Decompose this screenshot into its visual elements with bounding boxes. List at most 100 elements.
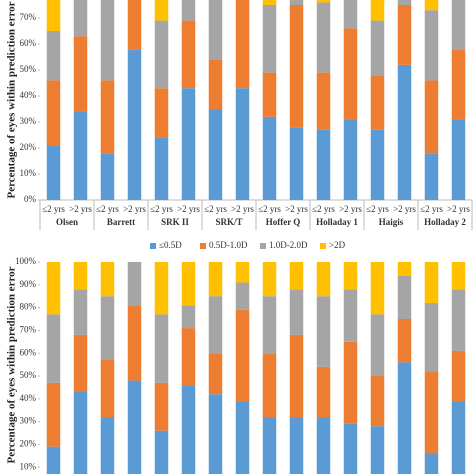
legend-swatch [260, 243, 266, 249]
y-tick-label: 30% [20, 116, 37, 126]
bar-segment [73, 262, 88, 290]
bar-segment [208, 0, 223, 60]
bar-segment [235, 262, 250, 283]
bar-segment [370, 262, 385, 315]
bar-segment [343, 341, 358, 424]
bar-segment [343, 262, 358, 290]
bar-segment [46, 31, 61, 81]
y-tick-label: 50% [20, 370, 37, 380]
bar-segment [262, 353, 277, 418]
x-tick-label: ≤2 yrs [312, 204, 335, 214]
bar-segment [181, 305, 196, 329]
bar-segment [262, 262, 277, 297]
bar-segment [370, 0, 385, 21]
bar-segment [316, 129, 331, 200]
bar-segment [343, 119, 358, 200]
x-tick-label: ≤2 yrs [258, 204, 281, 214]
x-tick-label: >2 yrs [231, 204, 254, 214]
bar-segment [235, 401, 250, 474]
bar-segment [73, 111, 88, 200]
bar-segment [262, 72, 277, 117]
bar-segment [424, 153, 439, 200]
bar-segment [316, 262, 331, 297]
legend-swatch [320, 243, 326, 249]
y-tick-label: 50% [20, 64, 37, 74]
bar-segment [316, 296, 331, 367]
group-label: Barrett [107, 217, 135, 227]
bar-segment [46, 80, 61, 146]
bar-segment [100, 262, 115, 297]
y-tick-label: 60% [20, 347, 37, 357]
legend-label: 1.0D-2.0D [269, 240, 308, 250]
bar-segment [181, 0, 196, 21]
x-tick-label: ≤2 yrs [366, 204, 389, 214]
bar-segment [451, 262, 466, 290]
bar-segment [289, 417, 304, 474]
bar-segment [424, 262, 439, 304]
bar-segment [262, 0, 277, 5]
y-tick-label: 70% [20, 12, 37, 22]
bar-segment [262, 5, 277, 73]
bar-segment [343, 28, 358, 120]
bar-segment [289, 289, 304, 335]
bar-segment [73, 391, 88, 474]
group-label: Holladay 1 [316, 217, 358, 227]
bar-segment [154, 0, 169, 21]
bar-segment [235, 0, 250, 89]
y-tick-label: 40% [20, 393, 37, 403]
bar-segment [100, 80, 115, 154]
bar-segment [289, 334, 304, 418]
legend-label: 0.5D-1.0D [209, 240, 248, 250]
x-tick-label: ≤2 yrs [420, 204, 443, 214]
bar-segment [370, 426, 385, 474]
y-tick-label: 10% [20, 461, 37, 471]
y-tick-label: 70% [20, 324, 37, 334]
bar-segment [316, 2, 331, 73]
x-tick-label: >2 yrs [447, 204, 470, 214]
x-tick-label: ≤2 yrs [204, 204, 227, 214]
bar-segment [370, 20, 385, 76]
bar-segment [451, 401, 466, 474]
bar-segment [154, 137, 169, 200]
group-label: SRK/T [215, 217, 242, 227]
bar-segment [397, 5, 412, 65]
bar-segment [181, 88, 196, 200]
bar-segment [370, 75, 385, 130]
bar-segment [154, 314, 169, 383]
bar-segment [154, 262, 169, 315]
y-tick-label: 20% [20, 438, 37, 448]
bar-segment [235, 282, 250, 310]
bar-segment [343, 423, 358, 474]
bar-segment [316, 366, 331, 418]
y-axis-label: Percentage of eyes within prediction err… [6, 266, 18, 463]
bar-segment [289, 262, 304, 290]
bar-segment [208, 394, 223, 474]
bar-segment [316, 0, 331, 3]
bar-segment [316, 72, 331, 130]
bar-segment [208, 262, 223, 297]
bar-segment [424, 371, 439, 454]
x-tick-label: >2 yrs [69, 204, 92, 214]
bar-segment [370, 314, 385, 376]
bar-segment [424, 80, 439, 154]
y-tick-label: 100% [15, 256, 37, 266]
bar-segment [127, 0, 142, 50]
bar-segment [181, 262, 196, 306]
bar-segment [73, 289, 88, 335]
y-tick-label: 60% [20, 38, 37, 48]
bar-segment [397, 362, 412, 474]
y-axis-label: Percentage of eyes within prediction err… [6, 1, 18, 198]
bar-segment [46, 0, 61, 31]
bar-segment [424, 10, 439, 81]
x-tick-label: ≤2 yrs [150, 204, 173, 214]
bar-segment [451, 49, 466, 120]
bar-segment [46, 446, 61, 474]
bar-segment [208, 353, 223, 395]
group-label: Olsen [56, 217, 78, 227]
bar-segment [46, 262, 61, 315]
legend-label: ≤0.5D [159, 240, 182, 250]
bar-segment [262, 296, 277, 354]
bar-segment [451, 289, 466, 351]
y-tick-label: 10% [20, 168, 37, 178]
x-tick-label: ≤2 yrs [96, 204, 119, 214]
